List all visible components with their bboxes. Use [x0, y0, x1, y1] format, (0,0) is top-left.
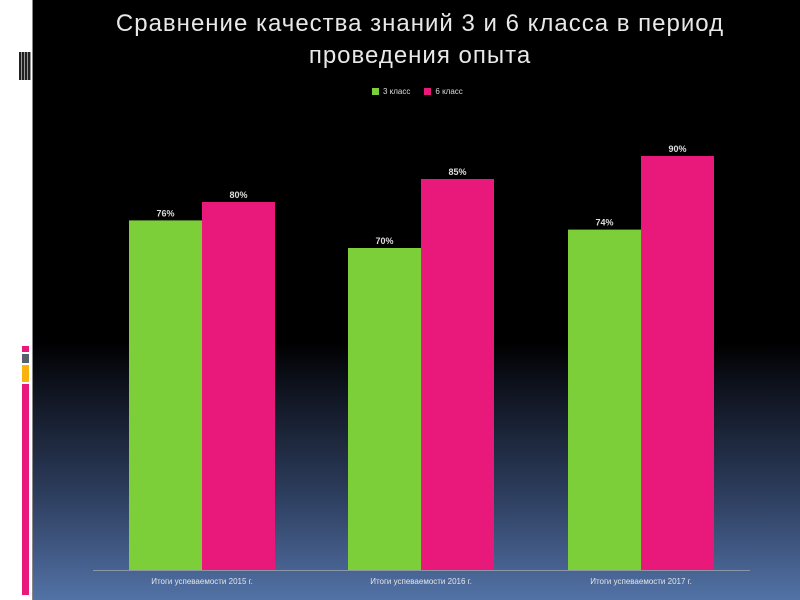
decorative-block-gray — [22, 354, 29, 363]
legend-item-6-class: 6 класс — [424, 87, 463, 96]
bar-6-class — [202, 202, 275, 570]
data-label: 90% — [668, 144, 686, 154]
x-tick-label: Итоги успеваемости 2017 г. — [590, 577, 692, 586]
decorative-bar-pink — [22, 384, 29, 595]
page-title: Сравнение качества знаний 3 и 6 класса в… — [115, 10, 725, 69]
data-label: 74% — [595, 218, 613, 228]
decorative-block-yellow — [22, 365, 29, 382]
legend-label: 3 класс — [383, 87, 411, 96]
legend-swatch — [372, 88, 379, 95]
x-tick-label: Итоги успеваемости 2015 г. — [151, 577, 253, 586]
legend-swatch — [424, 88, 432, 95]
bar-3-class — [348, 248, 421, 570]
bar-3-class — [129, 220, 202, 570]
decorative-stripes — [19, 52, 31, 80]
bar-6-class — [421, 179, 494, 570]
data-label: 80% — [229, 190, 247, 200]
decorative-block-pink — [22, 346, 29, 352]
x-tick-label: Итоги успеваемости 2016 г. — [370, 577, 472, 586]
chart-legend: 3 класс 6 класс — [372, 87, 463, 96]
data-label: 70% — [375, 236, 393, 246]
legend-item-3-class: 3 класс — [372, 87, 410, 96]
data-label: 76% — [156, 208, 174, 218]
bar-6-class — [641, 156, 714, 570]
legend-label: 6 класс — [435, 87, 463, 96]
bar-3-class — [568, 229, 641, 570]
data-label: 85% — [448, 167, 466, 177]
